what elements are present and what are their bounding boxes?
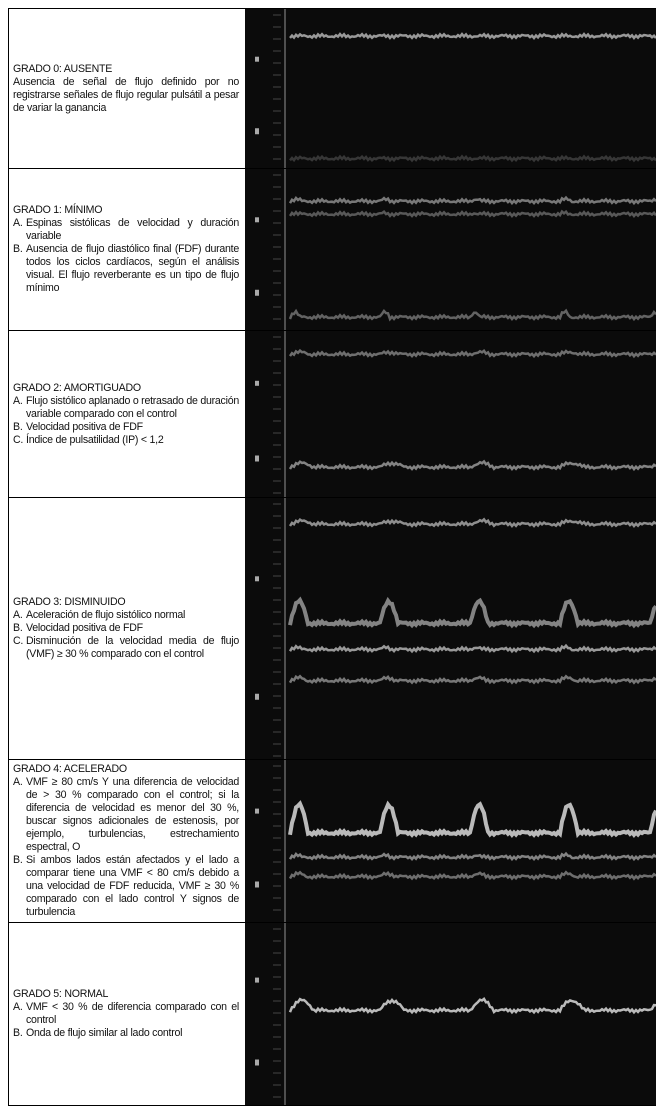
flow-trace (290, 804, 656, 835)
grade-title: GRADO 1: MÍNIMO (13, 204, 239, 217)
flow-trace (290, 198, 656, 204)
flow-trace (290, 212, 656, 216)
grade-title: GRADO 3: DISMINUIDO (13, 596, 239, 609)
criterion-label: C. (13, 635, 26, 661)
criterion: A.Flujo sistólico aplanado o retrasado d… (13, 395, 239, 421)
marker (255, 694, 259, 700)
doppler-spectrum (245, 169, 656, 330)
criterion: B.Si ambos lados están afectados y el la… (13, 854, 239, 919)
flow-trace (290, 646, 656, 652)
marker (255, 128, 259, 134)
marker (255, 456, 259, 462)
criterion-label: A. (13, 609, 26, 622)
flow-trace (290, 462, 656, 470)
grade-title: GRADO 4: ACELERADO (13, 763, 239, 776)
doppler-spectrum (245, 760, 656, 922)
grade-title: GRADO 5: NORMAL (13, 988, 239, 1001)
flow-trace (290, 676, 656, 682)
criterion-label: B. (13, 1027, 26, 1040)
criterion-text: Velocidad positiva de FDF (26, 622, 143, 635)
flow-trace (290, 854, 656, 860)
flow-trace (290, 872, 656, 878)
criterion-label: B. (13, 243, 26, 295)
page: GRADO 0: AUSENTEAusencia de señal de flu… (0, 0, 656, 1106)
criterion-text: Flujo sistólico aplanado o retrasado de … (26, 395, 239, 421)
marker (255, 290, 259, 296)
doppler-image (245, 169, 656, 330)
doppler-image (245, 9, 656, 168)
doppler-spectrum (245, 331, 656, 497)
criterion-text: Si ambos lados están afectados y el lado… (26, 854, 239, 919)
criterion-text: Aceleración de flujo sistólico normal (26, 609, 185, 622)
grade-title: GRADO 2: AMORTIGUADO (13, 382, 239, 395)
flow-trace (290, 157, 656, 161)
doppler-image (245, 331, 656, 497)
flow-trace (290, 34, 656, 38)
marker (255, 978, 259, 983)
criterion-label: C. (13, 434, 26, 447)
marker (255, 57, 259, 62)
doppler-spectrum (245, 9, 656, 168)
marker (255, 1060, 259, 1066)
criterion: B.Onda de flujo similar al lado control (13, 1027, 239, 1040)
criterion: C.Disminución de la velocidad media de f… (13, 635, 239, 661)
criterion-label: A. (13, 395, 26, 421)
flow-trace (290, 519, 656, 526)
criterion-label: B. (13, 854, 26, 919)
criterion-label: A. (13, 1001, 26, 1027)
criterion: B.Velocidad positiva de FDF (13, 421, 239, 434)
criterion-text: Onda de flujo similar al lado control (26, 1027, 182, 1040)
criterion-text: Índice de pulsatilidad (IP) < 1,2 (26, 434, 164, 447)
flow-trace (290, 311, 656, 319)
criterion-text: Disminución de la velocidad media de flu… (26, 635, 239, 661)
criterion-text: Espinas sistólicas de velocidad y duraci… (26, 217, 239, 243)
criterion: A.VMF ≥ 80 cm/s Y una diferencia de velo… (13, 776, 239, 854)
criterion-text: Ausencia de flujo diastólico final (FDF)… (26, 243, 239, 295)
grade-body: Ausencia de señal de flujo definido por … (13, 76, 239, 115)
criterion: A.VMF < 30 % de diferencia comparado con… (13, 1001, 239, 1027)
criterion: A.Aceleración de flujo sistólico normal (13, 609, 239, 622)
criterion-label: B. (13, 622, 26, 635)
criterion-label: A. (13, 776, 26, 854)
marker (255, 882, 259, 888)
grade-title: GRADO 0: AUSENTE (13, 63, 239, 76)
criterion: B.Ausencia de flujo diastólico final (FD… (13, 243, 239, 295)
criterion: A.Espinas sistólicas de velocidad y dura… (13, 217, 239, 243)
criterion: C.Índice de pulsatilidad (IP) < 1,2 (13, 434, 239, 447)
criterion-label: B. (13, 421, 26, 434)
flow-trace (290, 600, 656, 625)
criterion-text: VMF ≥ 80 cm/s Y una diferencia de veloci… (26, 776, 239, 854)
doppler-image (245, 923, 656, 1105)
marker (255, 381, 259, 386)
criterion-text: VMF < 30 % de diferencia comparado con e… (26, 1001, 239, 1027)
flow-trace (290, 999, 656, 1012)
criterion-label: A. (13, 217, 26, 243)
criterion-text: Velocidad positiva de FDF (26, 421, 143, 434)
criterion: B.Velocidad positiva de FDF (13, 622, 239, 635)
doppler-image (245, 760, 656, 922)
marker (255, 576, 259, 581)
doppler-spectrum (245, 498, 656, 759)
doppler-image (245, 498, 656, 759)
marker (255, 809, 259, 814)
doppler-spectrum (245, 923, 656, 1105)
marker (255, 217, 259, 222)
flow-trace (290, 351, 656, 357)
